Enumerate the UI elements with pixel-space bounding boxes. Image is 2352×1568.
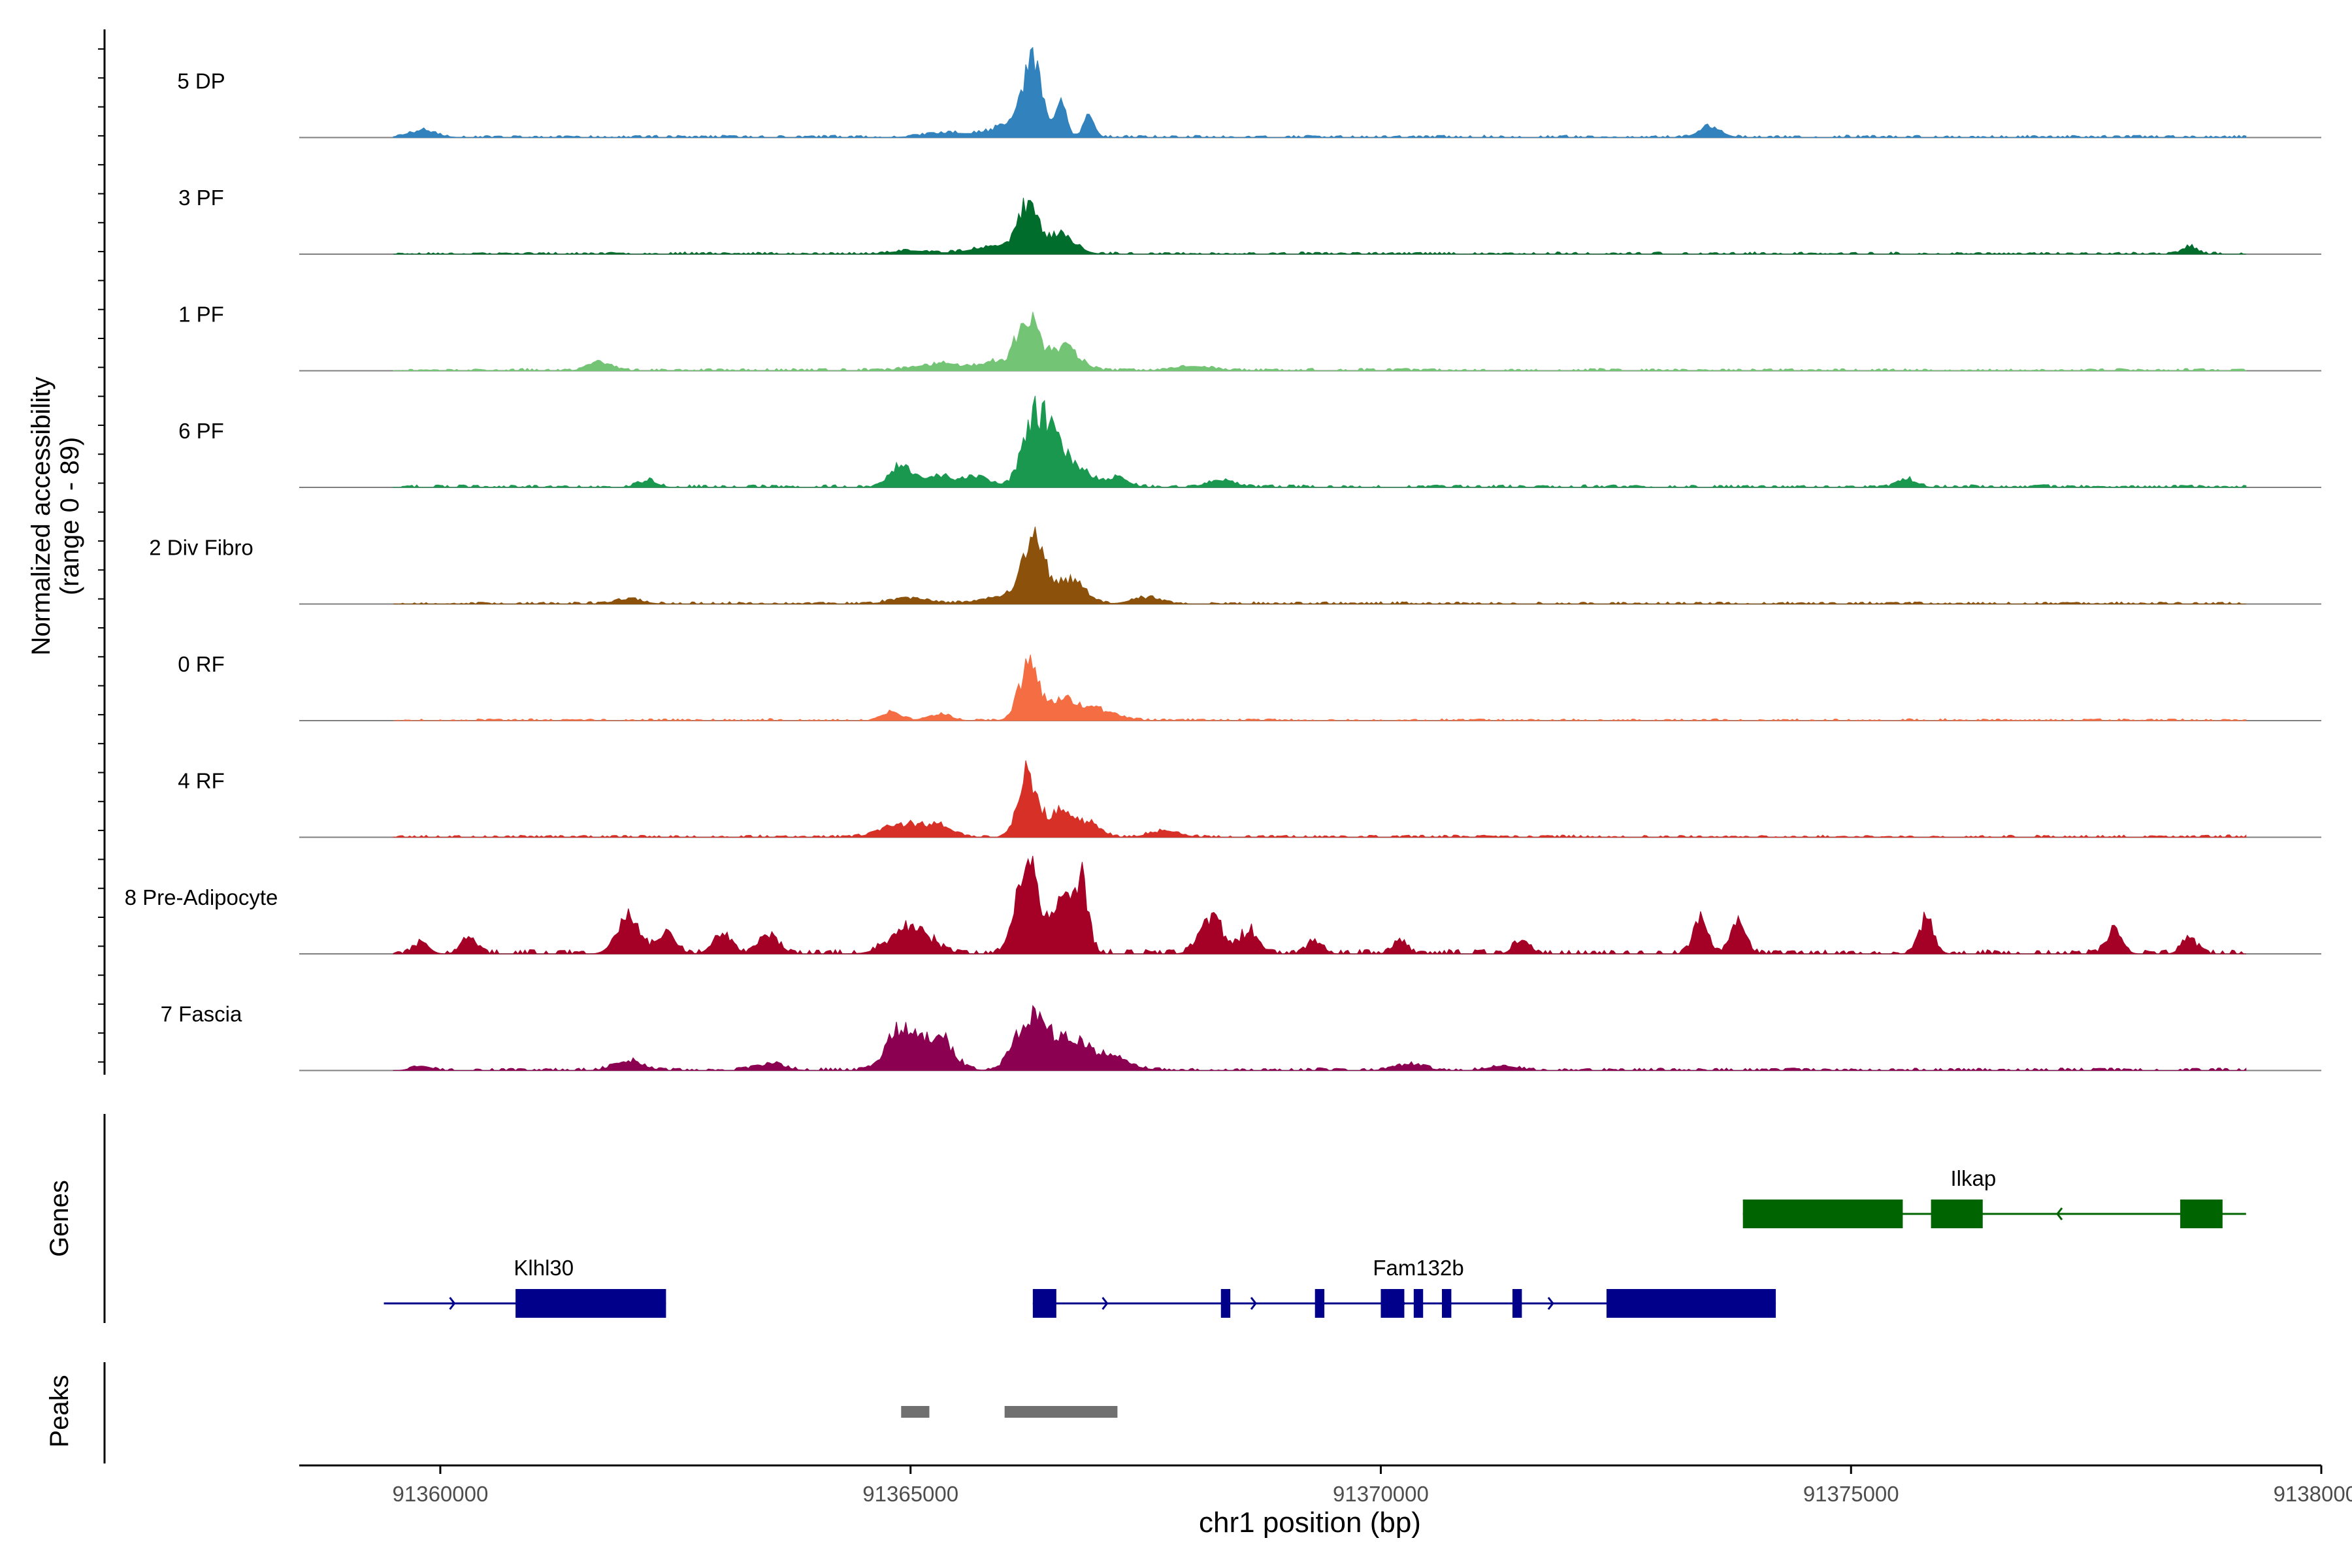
gene-exon [515, 1289, 666, 1318]
coverage-area [393, 654, 2247, 721]
x-tick-label: 91380000 [2274, 1482, 2352, 1506]
coverage-area [393, 197, 2246, 255]
gene-exon [1606, 1289, 1776, 1318]
peaks-panel-label: Peaks [45, 1375, 74, 1447]
x-axis-ticks: 91360000 91365000 91370000 91375000 91380000 [393, 1465, 2352, 1506]
gene-exon [1380, 1289, 1405, 1318]
coverage-y-axis-title-line2: (range 0 - 89) [56, 437, 84, 595]
gene-label: Fam132b [1373, 1256, 1463, 1280]
track-label: 4 RF [178, 769, 225, 793]
gene-klhl30: Klhl30 [384, 1256, 666, 1318]
coverage-y-axis-title: Normalized accessibility (range 0 - 89) [27, 377, 84, 656]
x-tick-label: 91370000 [1333, 1482, 1429, 1506]
track-2: 1 PF [178, 302, 2321, 372]
track-5: 0 RF [178, 652, 2321, 721]
coverage-area [393, 855, 2246, 955]
gene-ilkap: Ilkap [1742, 1166, 2246, 1228]
coverage-tracks: 5 DP 3 PF 1 PF 6 PF 2 Div Fibro 0 RF 4 RF 8 Pre… [125, 46, 2321, 1071]
track-label: 0 RF [178, 652, 225, 676]
x-tick-label: 91375000 [1803, 1482, 1899, 1506]
coverage-area [393, 312, 2247, 372]
track-4: 2 Div Fibro [149, 527, 2321, 605]
track-label: 2 Div Fibro [149, 536, 253, 560]
coverage-area [393, 760, 2247, 838]
coverage-y-axis-ticks [98, 48, 105, 1063]
gene-strand-chevron [2056, 1207, 2063, 1220]
track-label: 6 PF [178, 419, 224, 443]
gene-exon [1413, 1289, 1424, 1318]
peak-region [1004, 1406, 1118, 1418]
coverage-area [393, 395, 2247, 488]
coverage-area [393, 1004, 2247, 1071]
gene-exon [1442, 1289, 1452, 1318]
track-0: 5 DP [177, 46, 2321, 139]
gene-label: Klhl30 [514, 1256, 574, 1280]
gene-exon [1742, 1200, 1903, 1228]
genes-panel-label: Genes [45, 1180, 74, 1257]
track-label: 3 PF [178, 186, 224, 210]
gene-label: Ilkap [1951, 1166, 1997, 1190]
gene-exon [1512, 1289, 1522, 1318]
coverage-area [393, 527, 2246, 605]
gene-strand-chevron [1547, 1297, 1554, 1310]
gene-exon [2180, 1200, 2223, 1228]
peak-region [901, 1406, 930, 1418]
gene-exon [1220, 1289, 1231, 1318]
gene-strand-chevron [1250, 1297, 1257, 1310]
genes-panel: Ilkap Klhl30 Fam132b [384, 1166, 2246, 1318]
track-label: 8 Pre-Adipocyte [125, 885, 278, 909]
track-3: 6 PF [178, 395, 2321, 488]
gene-strand-chevron [449, 1297, 456, 1310]
track-1: 3 PF [178, 186, 2321, 255]
track-label: 1 PF [178, 302, 224, 327]
track-8: 7 Fascia [161, 1002, 2321, 1071]
gene-strand-chevron [1102, 1297, 1109, 1310]
x-axis-title: chr1 position (bp) [1199, 1507, 1421, 1539]
x-tick-label: 91365000 [862, 1482, 958, 1506]
gene-fam132b: Fam132b [1032, 1256, 1776, 1318]
coverage-y-axis-title-line1: Normalized accessibility [27, 377, 56, 656]
track-7: 8 Pre-Adipocyte [125, 855, 2321, 955]
x-tick-label: 91360000 [393, 1482, 489, 1506]
gene-exon [1315, 1289, 1325, 1318]
coverage-area [393, 46, 2247, 139]
track-label: 5 DP [177, 69, 225, 93]
peaks-panel [901, 1406, 1118, 1418]
gene-exon [1931, 1200, 1983, 1228]
track-label: 7 Fascia [161, 1002, 242, 1026]
gene-exon [1032, 1289, 1056, 1318]
track-6: 4 RF [178, 760, 2321, 838]
